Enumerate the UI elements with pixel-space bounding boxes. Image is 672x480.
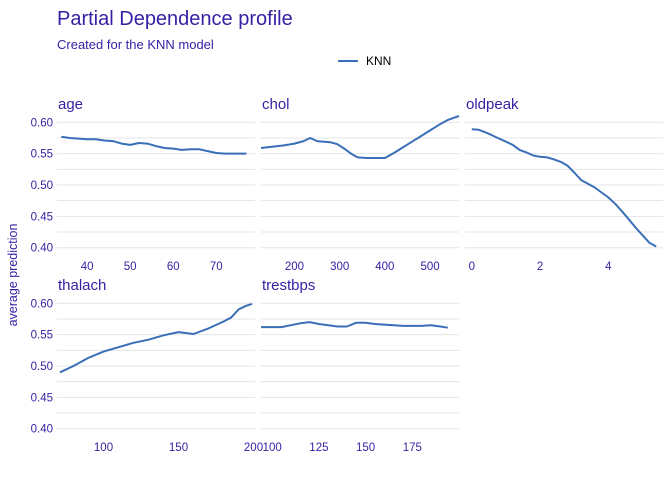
x-tick-label: 2 [537, 261, 543, 273]
chart-subtitle: Created for the KNN model [57, 37, 214, 52]
x-tick-label: 100 [263, 442, 282, 454]
y-tick-label: 0.60 [31, 117, 53, 129]
x-tick-label: 125 [309, 442, 328, 454]
x-tick-label: 60 [167, 261, 180, 273]
panel-label: chol [262, 96, 290, 113]
y-tick-label: 0.60 [31, 298, 53, 310]
panel-label: age [58, 96, 83, 113]
x-tick-label: 150 [169, 442, 188, 454]
x-tick-label: 4 [605, 261, 612, 273]
panel-thalach: thalach 0.40 0.45 0.50 0.55 0.60 100 150 200 [31, 277, 263, 454]
x-tick-label: 300 [330, 261, 349, 273]
series-line-knn [59, 302, 253, 374]
series-line-knn [471, 128, 657, 248]
series-line-knn [260, 115, 460, 159]
chart-title: Partial Dependence profile [57, 8, 293, 30]
series-line-knn [261, 321, 448, 329]
legend: KNN [338, 54, 391, 68]
series-line-knn [61, 135, 247, 155]
x-tick-label: 400 [375, 261, 394, 273]
panel-trestbps: trestbps 100 125 150 175 [261, 277, 459, 454]
x-tick-label: 40 [81, 261, 94, 273]
y-axis-title: average prediction [6, 224, 20, 327]
panel-label: trestbps [262, 277, 315, 294]
x-tick-label: 200 [244, 442, 263, 454]
legend-label-knn: KNN [366, 54, 391, 68]
panel-age: age 0.40 0.45 0.50 0.55 0.60 40 50 60 70 [31, 96, 255, 273]
y-tick-label: 0.45 [31, 211, 53, 223]
x-tick-label: 200 [285, 261, 304, 273]
y-tick-label: 0.40 [31, 243, 53, 255]
y-tick-label: 0.50 [31, 180, 53, 192]
panel-oldpeak: oldpeak 0 2 4 [465, 96, 663, 273]
x-tick-label: 50 [124, 261, 137, 273]
x-tick-label: 150 [356, 442, 375, 454]
y-tick-label: 0.45 [31, 392, 53, 404]
y-tick-label: 0.55 [31, 149, 53, 161]
panel-label: oldpeak [466, 96, 519, 113]
y-tick-label: 0.55 [31, 330, 53, 342]
x-tick-label: 70 [210, 261, 223, 273]
x-tick-label: 500 [420, 261, 439, 273]
x-tick-label: 100 [94, 442, 113, 454]
x-tick-label: 175 [403, 442, 422, 454]
y-tick-label: 0.40 [31, 424, 53, 436]
x-tick-label: 0 [469, 261, 475, 273]
panel-chol: chol 200 300 400 500 [260, 96, 460, 273]
panel-label: thalach [58, 277, 106, 294]
y-tick-label: 0.50 [31, 361, 53, 373]
